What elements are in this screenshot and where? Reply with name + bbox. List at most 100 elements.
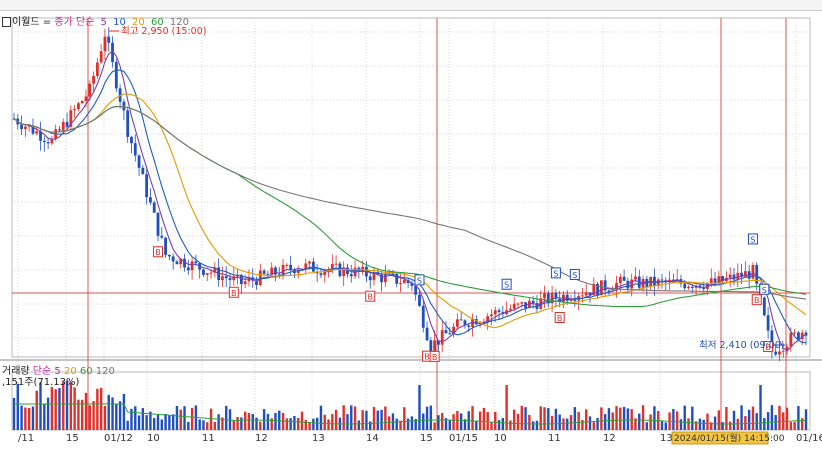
candle-body: [410, 282, 414, 286]
candle-body: [516, 303, 520, 305]
candle-body: [209, 272, 213, 274]
signal-marker-S: [759, 283, 770, 295]
price-gridlines: [12, 31, 810, 339]
signal-label: B: [424, 353, 430, 362]
volume-bar: [478, 411, 482, 430]
low-label: 최저 2,410 (09:00): [699, 340, 785, 351]
x-tick-label: 11: [202, 433, 215, 444]
candle-body: [202, 269, 205, 275]
volume-bar: [183, 406, 186, 430]
volume-bar: [122, 393, 126, 430]
x-tick-label: 13: [660, 433, 673, 444]
candle-body: [463, 320, 467, 326]
candle-body: [781, 350, 785, 352]
candle-body: [27, 125, 31, 127]
volume-bar: [403, 407, 406, 430]
volume-bar: [770, 405, 774, 430]
volume-bar: [482, 407, 486, 430]
volume-bar: [672, 409, 675, 430]
volume-bar: [198, 419, 201, 430]
volume-bar: [16, 383, 19, 430]
candle-body: [690, 286, 694, 288]
candle-body: [592, 283, 596, 296]
volume-bar: [471, 406, 474, 430]
candle-body: [702, 287, 706, 289]
signal-label: B: [367, 293, 373, 302]
volume-bar: [793, 421, 796, 430]
signal-marker-B: [751, 294, 762, 306]
volume-bar: [236, 416, 239, 430]
volume-bar: [384, 406, 387, 430]
volume-bar: [626, 408, 630, 430]
candle-body: [497, 310, 501, 313]
volume-bar: [376, 410, 379, 430]
candle-body: [243, 281, 247, 285]
volume-bar: [406, 418, 410, 430]
candle-body: [437, 340, 440, 345]
candle-body: [92, 76, 95, 84]
candle-body: [239, 274, 243, 285]
volume-name: 거래량: [2, 366, 30, 377]
candle-body: [550, 292, 554, 304]
candle-body: [448, 333, 452, 335]
volume-bar: [497, 420, 501, 430]
volume-bar: [240, 417, 243, 430]
volume-bar: [801, 418, 804, 430]
volume-bar: [509, 420, 512, 430]
volume-bar: [603, 414, 607, 430]
signal-label: B: [557, 314, 563, 323]
volume-bar: [437, 415, 440, 430]
signal-marker-B: [554, 311, 565, 323]
vol-ma-20: 20: [63, 366, 77, 377]
volume-bar: [660, 421, 664, 430]
ma-10: 10: [113, 17, 126, 28]
x-axis: /11 15 01/12 10 11 12 13 14 15 01/15 10 11 12 13 01/16…: [0, 431, 822, 450]
volume-bar: [516, 413, 520, 430]
x-axis-bg: [0, 431, 822, 450]
candle-body: [107, 36, 111, 43]
volume-bar: [225, 405, 228, 430]
volume-bar: [111, 397, 114, 430]
signal-marker-B: [153, 246, 163, 258]
candle-body: [258, 270, 262, 286]
candle-body: [531, 300, 535, 304]
candle-body: [361, 266, 365, 272]
volume-bar: [300, 411, 304, 430]
candle-body: [709, 278, 713, 284]
candle-body: [520, 302, 524, 304]
candle-body: [626, 280, 630, 289]
volume-bar: [649, 414, 652, 430]
candle-body: [247, 277, 251, 282]
candle-body: [266, 273, 270, 275]
volume-bar: [103, 405, 107, 430]
candle-body: [425, 327, 429, 341]
volume-bar: [759, 385, 762, 430]
candle-body: [42, 140, 46, 143]
volume-bar: [232, 420, 235, 430]
signal-label: S: [750, 235, 755, 244]
volume-bar: [387, 416, 391, 430]
volume-bar: [494, 411, 497, 430]
volume-bar: [706, 413, 709, 430]
cursor-time-box: [671, 431, 769, 445]
volume-bar: [255, 417, 258, 430]
ma-5-line: [13, 50, 807, 352]
volume-bar: [96, 388, 99, 430]
volume-bar: [619, 407, 622, 430]
candle-body: [103, 36, 107, 52]
vol-ma-120: 120: [95, 366, 115, 377]
volume-bar: [422, 413, 425, 430]
candle-body: [368, 276, 372, 281]
candle-body: [69, 110, 73, 127]
candle-body: [660, 279, 664, 281]
volume-bar: [115, 404, 118, 430]
volume-bar: [20, 405, 23, 430]
volume-bar: [573, 407, 577, 430]
volume-bar: [554, 408, 558, 430]
volume-bar: [501, 417, 505, 430]
candle-body: [349, 274, 353, 277]
volume-bar: [350, 405, 353, 430]
high-label: 최고 2,950 (15:00): [121, 26, 207, 37]
candle-body: [399, 283, 402, 285]
volume-bar: [126, 420, 129, 430]
